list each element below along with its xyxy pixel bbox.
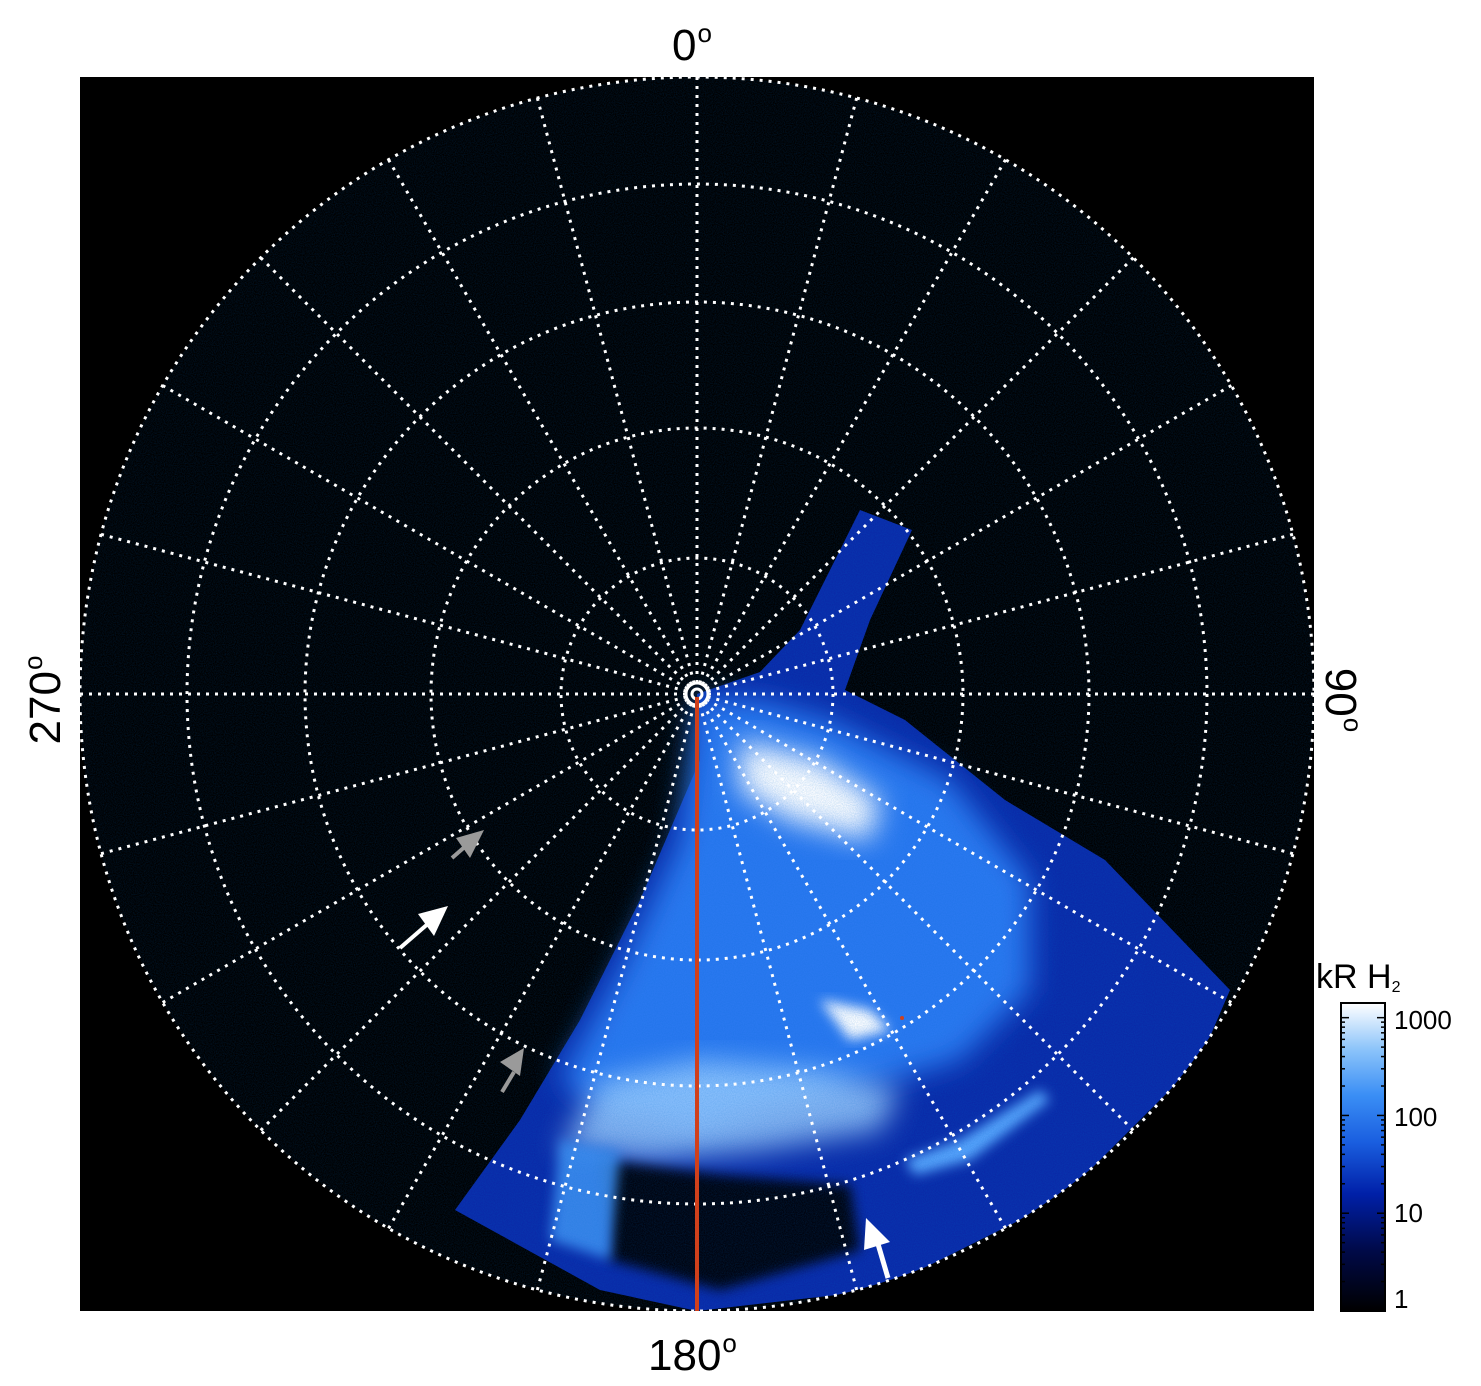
label-90-deg: 90o [1316,640,1368,760]
longitude-line [535,97,696,684]
longitude-grid [80,77,1314,1311]
longitude-line [703,256,1135,688]
longitude-line [707,695,1294,856]
label-270-value: 270 [21,671,70,745]
longitude-line [703,700,1135,1132]
degree-symbol: o [722,1328,737,1358]
longitude-line [698,704,859,1291]
label-0-deg: 0o [672,20,712,68]
arrow-white-2 [864,1218,891,1279]
degree-symbol: o [697,18,712,48]
longitude-line [387,158,693,686]
colorbar-title-text: kR H [1316,958,1392,996]
colorbar-tick-1: 1 [1394,1284,1409,1314]
degree-symbol: o [1338,717,1368,733]
longitude-line [705,384,1233,690]
longitude-line [535,704,696,1291]
colorbar-tick-1000: 1000 [1394,1005,1452,1035]
red-dot [900,1016,904,1020]
arrow-grey-2 [500,1048,524,1094]
longitude-line [701,702,1007,1230]
label-270-deg: 270o [18,640,70,760]
longitude-line [259,700,691,1132]
longitude-line [100,695,687,856]
label-0-value: 0 [672,21,697,70]
longitude-line [707,532,1294,693]
colorbar-tick-10: 10 [1394,1198,1423,1228]
label-90-value: 90 [1316,667,1365,717]
longitude-line [161,698,689,1004]
colorbar-tick-marks [1341,1016,1385,1312]
colorbar-tick-100: 100 [1394,1102,1438,1132]
arrow-grey-1 [450,830,484,860]
label-180-deg: 180o [648,1330,737,1378]
colorbar [1340,1002,1386,1312]
longitude-line [259,256,691,688]
colorbar-title-subscript: 2 [1391,979,1401,996]
longitude-line [701,158,1007,686]
longitude-line [387,702,693,1230]
longitude-line [161,384,689,690]
longitude-line [100,532,687,693]
colorbar-title: kR H2 [1316,960,1400,996]
degree-symbol: o [18,655,48,671]
label-180-value: 180 [648,1331,722,1380]
longitude-line [705,698,1233,1004]
arrow-white-1 [398,906,448,950]
longitude-line [698,97,859,684]
